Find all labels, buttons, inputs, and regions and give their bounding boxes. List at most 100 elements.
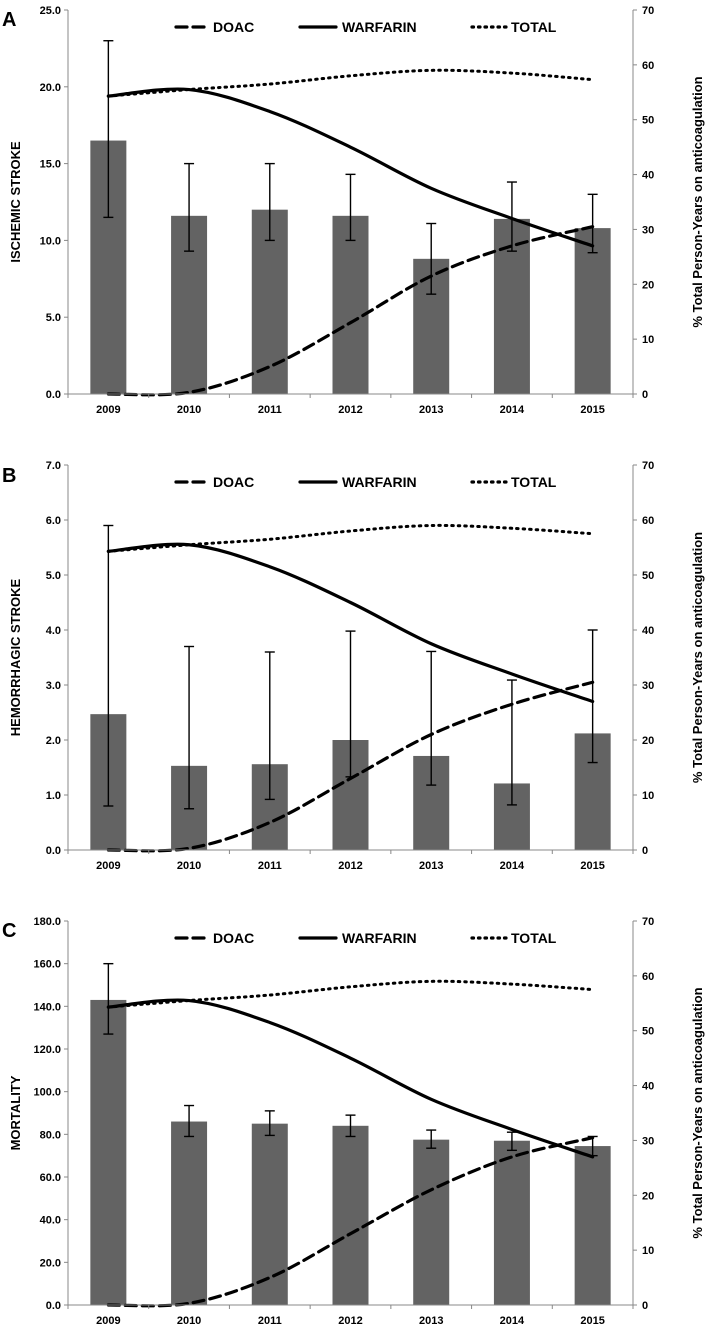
y-axis-title: MORTALITY xyxy=(8,1075,23,1150)
left-tick-label: 100.0 xyxy=(33,1087,61,1099)
x-tick-label: 2010 xyxy=(177,860,201,872)
x-tick-label: 2009 xyxy=(96,1315,120,1327)
left-tick-label: 0.0 xyxy=(46,389,61,401)
bar-2015 xyxy=(574,1146,611,1305)
right-tick-label: 60 xyxy=(642,515,654,527)
right-tick-label: 20 xyxy=(642,279,654,291)
bar-2012 xyxy=(332,215,369,394)
x-tick-label: 2015 xyxy=(580,860,604,872)
left-tick-label: 80.0 xyxy=(40,1129,61,1141)
bar-2009 xyxy=(90,999,127,1305)
right-tick-label: 60 xyxy=(642,971,654,983)
panel-letter: A xyxy=(2,9,16,31)
legend-label-total: TOTAL xyxy=(511,930,557,946)
left-tick-label: 60.0 xyxy=(40,1172,61,1184)
right-tick-label: 0 xyxy=(642,845,648,857)
right-tick-label: 50 xyxy=(642,1026,654,1038)
y-axis-title: ISCHEMIC STROKE xyxy=(8,141,23,263)
legend-label-doac: DOAC xyxy=(213,19,254,35)
left-tick-label: 2.0 xyxy=(46,735,61,747)
bar-2010 xyxy=(171,1121,208,1305)
right-tick-label: 50 xyxy=(642,115,654,127)
series-line-doac xyxy=(106,680,595,853)
right-tick-label: 60 xyxy=(642,60,654,72)
right-tick-label: 10 xyxy=(642,790,654,802)
legend-label-warfarin: WARFARIN xyxy=(342,474,417,490)
series-line-total xyxy=(106,979,595,1009)
left-tick-label: 25.0 xyxy=(40,5,61,17)
right-tick-label: 10 xyxy=(642,334,654,346)
left-tick-label: 6.0 xyxy=(46,515,61,527)
left-tick-label: 0.0 xyxy=(46,1300,61,1312)
x-tick-label: 2015 xyxy=(580,404,604,416)
left-tick-label: 120.0 xyxy=(33,1044,61,1056)
right-tick-label: 70 xyxy=(642,5,654,17)
bar-2012 xyxy=(332,1125,369,1305)
right-tick-label: 70 xyxy=(642,916,654,928)
left-tick-label: 10.0 xyxy=(40,235,61,247)
x-tick-label: 2014 xyxy=(500,860,525,872)
y-axis-title: HEMORRHAGIC STROKE xyxy=(8,578,23,736)
x-tick-label: 2011 xyxy=(258,860,282,872)
x-tick-label: 2009 xyxy=(96,404,120,416)
right-tick-label: 20 xyxy=(642,1190,654,1202)
x-tick-label: 2010 xyxy=(177,1315,201,1327)
left-tick-label: 0.0 xyxy=(46,845,61,857)
left-tick-label: 7.0 xyxy=(46,460,61,472)
x-tick-label: 2014 xyxy=(500,404,525,416)
right-tick-label: 40 xyxy=(642,1081,654,1093)
legend-label-doac: DOAC xyxy=(213,930,254,946)
right-tick-label: 40 xyxy=(642,170,654,182)
right-tick-label: 30 xyxy=(642,224,654,236)
chart-panel-a: A 0.0 5.0 10.0 15.0 20.0 25.0 0 10 20 30 40 50 60 70 20… xyxy=(2,5,705,416)
right-tick-label: 0 xyxy=(642,1300,648,1312)
left-tick-label: 4.0 xyxy=(46,625,61,637)
x-tick-label: 2013 xyxy=(419,404,443,416)
x-tick-label: 2015 xyxy=(580,1315,604,1327)
right-tick-label: 40 xyxy=(642,625,654,637)
left-tick-label: 5.0 xyxy=(46,570,61,582)
right-tick-label: 50 xyxy=(642,570,654,582)
bar-2011 xyxy=(251,1123,288,1305)
left-tick-label: 20.0 xyxy=(40,1257,61,1269)
left-tick-label: 180.0 xyxy=(33,916,61,928)
series-line-total xyxy=(106,523,595,553)
panel-letter: B xyxy=(2,465,16,487)
y2-axis-title: % Total Person-Years on anticoagulation xyxy=(690,76,705,327)
right-tick-label: 30 xyxy=(642,1135,654,1147)
x-tick-label: 2014 xyxy=(500,1315,525,1327)
left-tick-label: 40.0 xyxy=(40,1215,61,1227)
left-tick-label: 20.0 xyxy=(40,82,61,94)
legend-label-warfarin: WARFARIN xyxy=(342,19,417,35)
series-line-doac xyxy=(106,1136,595,1308)
x-tick-label: 2010 xyxy=(177,404,201,416)
y2-axis-title: % Total Person-Years on anticoagulation xyxy=(690,532,705,783)
right-tick-label: 0 xyxy=(642,389,648,401)
series-line-total xyxy=(106,68,595,98)
right-tick-label: 70 xyxy=(642,460,654,472)
bar-2014 xyxy=(493,1140,530,1305)
panel-letter: C xyxy=(2,920,16,942)
legend-label-total: TOTAL xyxy=(511,474,557,490)
legend-label-doac: DOAC xyxy=(213,474,254,490)
legend-label-total: TOTAL xyxy=(511,19,557,35)
x-tick-label: 2012 xyxy=(338,860,362,872)
x-tick-label: 2012 xyxy=(338,1315,362,1327)
x-tick-label: 2013 xyxy=(419,1315,443,1327)
right-tick-label: 30 xyxy=(642,680,654,692)
x-tick-label: 2012 xyxy=(338,404,362,416)
left-tick-label: 3.0 xyxy=(46,680,61,692)
left-tick-label: 160.0 xyxy=(33,959,61,971)
chart-panel-b: B 0.0 1.0 2.0 3.0 4.0 5.0 6.0 7.0 0 10 20 30 40 50 60 70… xyxy=(2,460,705,872)
series-line-doac xyxy=(106,225,595,397)
x-tick-label: 2013 xyxy=(419,860,443,872)
left-tick-label: 5.0 xyxy=(46,312,61,324)
y2-axis-title: % Total Person-Years on anticoagulation xyxy=(690,987,705,1238)
left-tick-label: 15.0 xyxy=(40,159,61,171)
left-tick-label: 1.0 xyxy=(46,790,61,802)
bar-2015 xyxy=(574,228,611,394)
bar-2013 xyxy=(413,1139,450,1305)
chart-panel-c: C 0.0 20.0 40.0 60.0 80.0 100.0 120.0 140.0 160.0… xyxy=(2,916,705,1327)
x-tick-label: 2009 xyxy=(96,860,120,872)
legend-label-warfarin: WARFARIN xyxy=(342,930,417,946)
